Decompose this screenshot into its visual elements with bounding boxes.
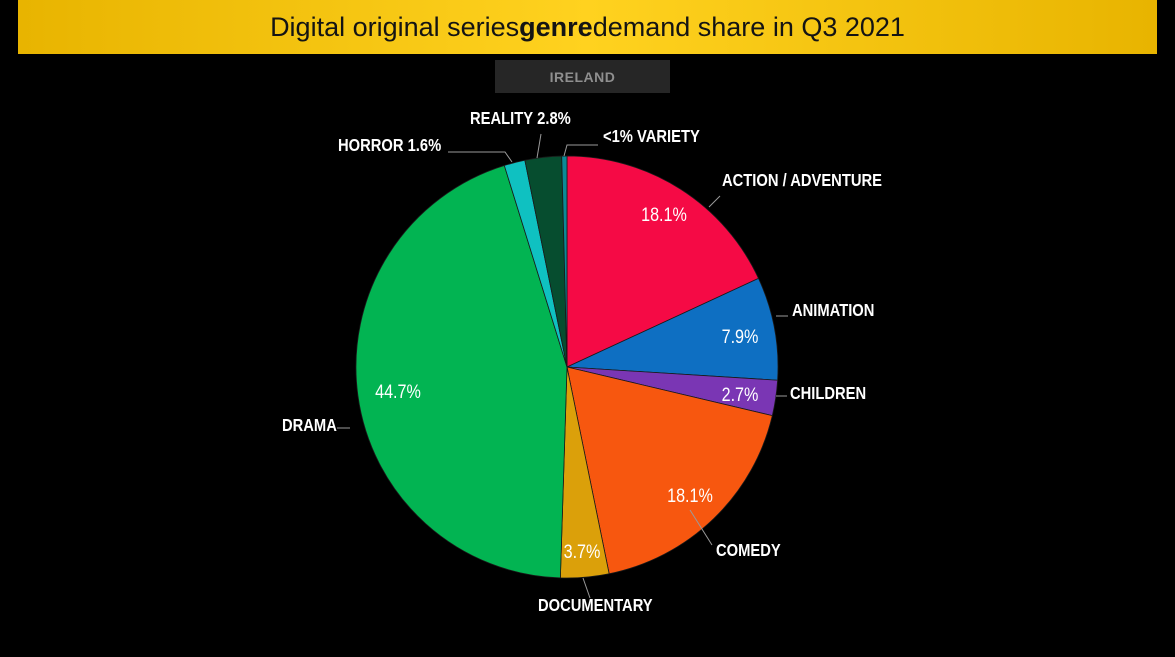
slice-name-drama: DRAMA (282, 416, 337, 436)
slice-name-horror: HORROR (338, 136, 404, 156)
title-text-bold: genre (519, 11, 593, 42)
leader-line-comedy (689, 509, 713, 546)
leader-line-horror (448, 151, 513, 163)
slice-name-documentary: DOCUMENTARY (538, 596, 653, 616)
slice-animation (566, 277, 779, 381)
region-badge: IRELAND (495, 60, 670, 93)
slice-value-animation: 7.9% (722, 326, 759, 348)
leader-line-documentary (582, 577, 591, 599)
slice-action-adventure (566, 155, 760, 368)
slice-value-documentary: 3.7% (564, 541, 601, 563)
leader-line-action-adventure (708, 195, 721, 208)
slice-name-reality: REALITY (470, 109, 533, 129)
slice-name-comedy: COMEDY (716, 541, 781, 561)
slice-value-drama: 44.7% (375, 381, 421, 403)
title-text-end: demand share in Q3 2021 (592, 11, 905, 42)
slice-name-animation: ANIMATION (792, 301, 874, 321)
chart-title: Digital original series genre demand sha… (18, 0, 1157, 54)
slice-value-variety: <1% (603, 127, 637, 147)
slice-name-action-adventure: ACTION / ADVENTURE (722, 171, 882, 191)
slice-value-comedy: 18.1% (667, 485, 713, 507)
slice-value-reality: 2.8% (533, 109, 571, 129)
slice-drama (355, 165, 568, 579)
slice-value-children: 2.7% (722, 384, 759, 406)
slice-name-variety: VARIETY (637, 127, 700, 147)
slice-value-horror: 1.6% (404, 136, 442, 156)
slice-label-horror: HORROR 1.6% (338, 136, 442, 156)
slice-value-action-adventure: 18.1% (641, 204, 687, 226)
slice-label-variety: <1% VARIETY (603, 127, 700, 147)
slice-comedy (566, 366, 773, 575)
slice-label-reality: REALITY 2.8% (470, 109, 571, 129)
leader-line-reality (536, 133, 542, 159)
slice-name-children: CHILDREN (790, 384, 866, 404)
leader-line-variety (563, 144, 598, 157)
title-text-start: Digital original series (270, 11, 520, 42)
